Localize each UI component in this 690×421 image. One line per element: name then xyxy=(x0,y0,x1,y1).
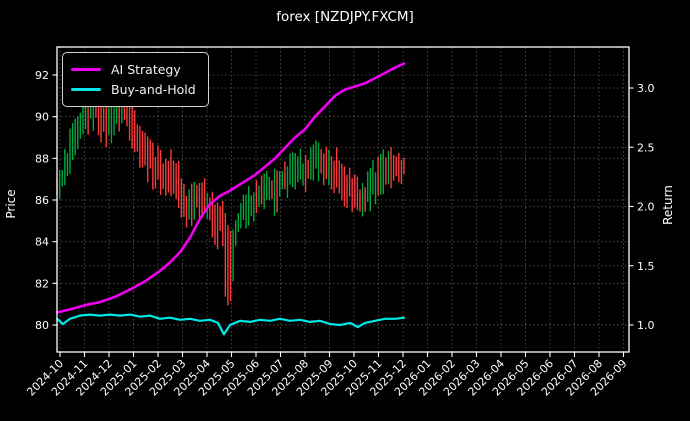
chart-title: forex [NZDJPY.FXCM] xyxy=(276,9,414,25)
price-tick-label: 86 xyxy=(35,194,49,207)
return-tick-label: 1.5 xyxy=(637,260,655,273)
price-tick-label: 80 xyxy=(35,319,49,332)
legend-label: Buy-and-Hold xyxy=(111,82,196,98)
return-tick-label: 1.0 xyxy=(637,319,655,332)
legend-label: AI Strategy xyxy=(111,61,181,77)
legend-item-ai-strategy: AI Strategy xyxy=(71,62,200,77)
legend-item-buy-and-hold: Buy-and-Hold xyxy=(71,82,200,97)
price-tick-label: 88 xyxy=(35,152,49,165)
ohlc-bars xyxy=(56,88,405,306)
return-axis-label: Return xyxy=(661,185,675,225)
legend: AI Strategy Buy-and-Hold xyxy=(62,52,209,107)
price-tick-label: 90 xyxy=(35,111,49,124)
price-tick-label: 84 xyxy=(35,236,49,249)
return-tick-label: 3.0 xyxy=(637,82,655,95)
price-tick-label: 92 xyxy=(35,69,49,82)
ai-strategy-line-swatch xyxy=(71,67,101,71)
tick-marks xyxy=(52,74,634,357)
price-axis-label: Price xyxy=(4,189,18,218)
ai-strategy-line xyxy=(55,62,406,314)
return-tick-label: 2.5 xyxy=(637,141,655,154)
buy-and-hold-line xyxy=(55,313,406,336)
price-tick-label: 82 xyxy=(35,277,49,290)
strategy-lines xyxy=(55,62,406,336)
buy-and-hold-line-swatch xyxy=(71,88,101,92)
return-tick-label: 2.0 xyxy=(637,201,655,214)
